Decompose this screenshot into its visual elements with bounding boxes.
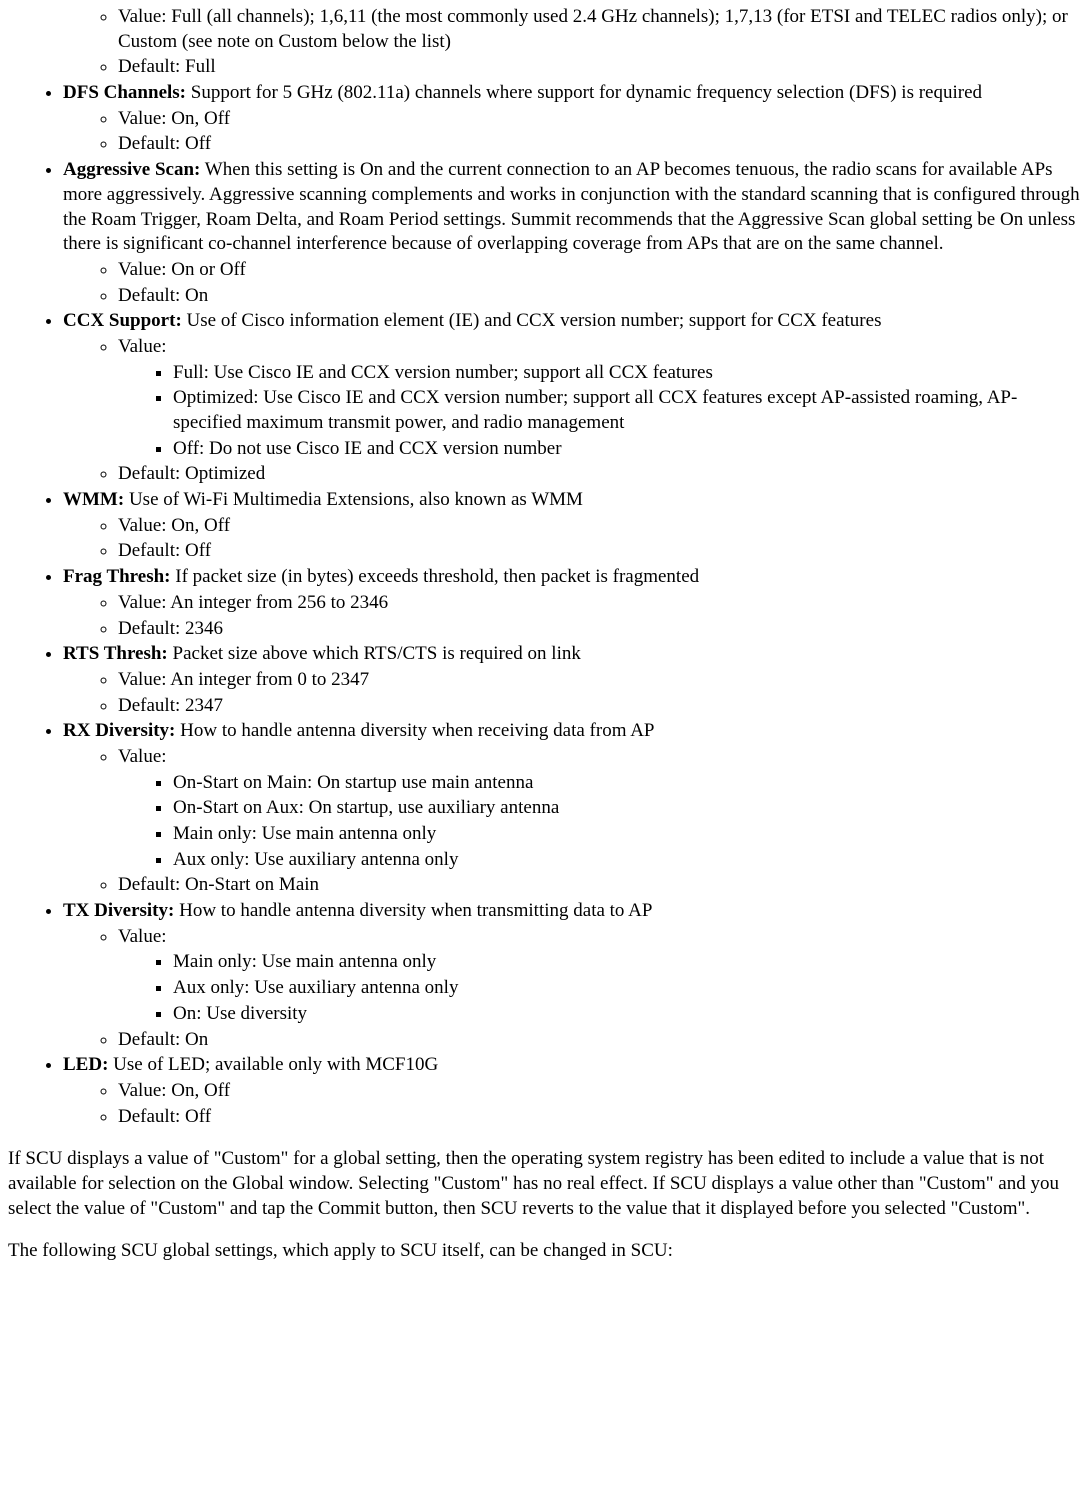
sub-item: Default: Off (118, 539, 1084, 564)
setting-item: WMM: Use of Wi-Fi Multimedia Extensions,… (63, 488, 1084, 564)
sub-list: Value: An integer from 256 to 2346Defaul… (63, 591, 1084, 641)
sub-item: Default: Off (118, 132, 1084, 157)
subsub-list: On-Start on Main: On startup use main an… (118, 771, 1084, 873)
setting-item: RX Diversity: How to handle antenna dive… (63, 719, 1084, 898)
subsub-item: On-Start on Main: On startup use main an… (173, 771, 1084, 796)
setting-name: RTS Thresh: (63, 643, 168, 664)
setting-name: Aggressive Scan: (63, 159, 200, 180)
sub-item: Value: An integer from 256 to 2346 (118, 591, 1084, 616)
sub-list: Value: On or OffDefault: On (63, 258, 1084, 308)
sub-list: Value: On, OffDefault: Off (63, 514, 1084, 564)
sub-list: Value:Full: Use Cisco IE and CCX version… (63, 335, 1084, 487)
setting-item: LED: Use of LED; available only with MCF… (63, 1053, 1084, 1129)
sub-list: Value: On, OffDefault: Off (63, 107, 1084, 157)
sub-item: Value: On or Off (118, 258, 1084, 283)
sub-list: Value: Full (all channels); 1,6,11 (the … (63, 5, 1084, 80)
sub-item: Default: On (118, 1028, 1084, 1053)
sub-item: Default: Off (118, 1105, 1084, 1130)
subsub-list: Main only: Use main antenna onlyAux only… (118, 950, 1084, 1026)
custom-note-paragraph: If SCU displays a value of "Custom" for … (8, 1147, 1084, 1221)
sub-item: Default: On-Start on Main (118, 873, 1084, 898)
setting-item: Frag Thresh: If packet size (in bytes) e… (63, 565, 1084, 641)
setting-item: RTS Thresh: Packet size above which RTS/… (63, 642, 1084, 718)
subsub-item: On-Start on Aux: On startup, use auxilia… (173, 796, 1084, 821)
subsub-item: Main only: Use main antenna only (173, 950, 1084, 975)
sub-item: Default: Full (118, 55, 1084, 80)
sub-item: Default: 2347 (118, 694, 1084, 719)
setting-item: TX Diversity: How to handle antenna dive… (63, 899, 1084, 1052)
sub-list: Value:On-Start on Main: On startup use m… (63, 745, 1084, 898)
sub-item: Value: On, Off (118, 1079, 1084, 1104)
sub-item: Default: On (118, 284, 1084, 309)
sub-item: Default: 2346 (118, 617, 1084, 642)
sub-item: Value: On, Off (118, 514, 1084, 539)
setting-name: Frag Thresh: (63, 566, 171, 587)
setting-name: WMM: (63, 489, 124, 510)
setting-name: LED: (63, 1054, 108, 1075)
sub-item: Value: An integer from 0 to 2347 (118, 668, 1084, 693)
sub-item: Value:Full: Use Cisco IE and CCX version… (118, 335, 1084, 461)
sub-item: Value: On, Off (118, 107, 1084, 132)
settings-list: Value: Full (all channels); 1,6,11 (the … (8, 5, 1084, 1129)
setting-item: Aggressive Scan: When this setting is On… (63, 158, 1084, 308)
sub-item: Value:On-Start on Main: On startup use m… (118, 745, 1084, 872)
setting-name: TX Diversity: (63, 900, 174, 921)
subsub-item: Optimized: Use Cisco IE and CCX version … (173, 386, 1084, 435)
subsub-item: Aux only: Use auxiliary antenna only (173, 976, 1084, 1001)
scu-settings-intro: The following SCU global settings, which… (8, 1239, 1084, 1264)
sub-list: Value: An integer from 0 to 2347Default:… (63, 668, 1084, 718)
subsub-list: Full: Use Cisco IE and CCX version numbe… (118, 361, 1084, 462)
setting-name: CCX Support: (63, 310, 182, 331)
subsub-item: Full: Use Cisco IE and CCX version numbe… (173, 361, 1084, 386)
setting-item: DFS Channels: Support for 5 GHz (802.11a… (63, 81, 1084, 157)
setting-name: DFS Channels: (63, 82, 186, 103)
sub-item: Default: Optimized (118, 462, 1084, 487)
subsub-item: Off: Do not use Cisco IE and CCX version… (173, 437, 1084, 462)
subsub-item: On: Use diversity (173, 1002, 1084, 1027)
sub-list: Value:Main only: Use main antenna onlyAu… (63, 925, 1084, 1052)
sub-list: Value: On, OffDefault: Off (63, 1079, 1084, 1129)
subsub-item: Aux only: Use auxiliary antenna only (173, 848, 1084, 873)
sub-item: Value: Full (all channels); 1,6,11 (the … (118, 5, 1084, 54)
setting-item: CCX Support: Use of Cisco information el… (63, 309, 1084, 487)
sub-item: Value:Main only: Use main antenna onlyAu… (118, 925, 1084, 1027)
subsub-item: Main only: Use main antenna only (173, 822, 1084, 847)
setting-name: RX Diversity: (63, 720, 175, 741)
